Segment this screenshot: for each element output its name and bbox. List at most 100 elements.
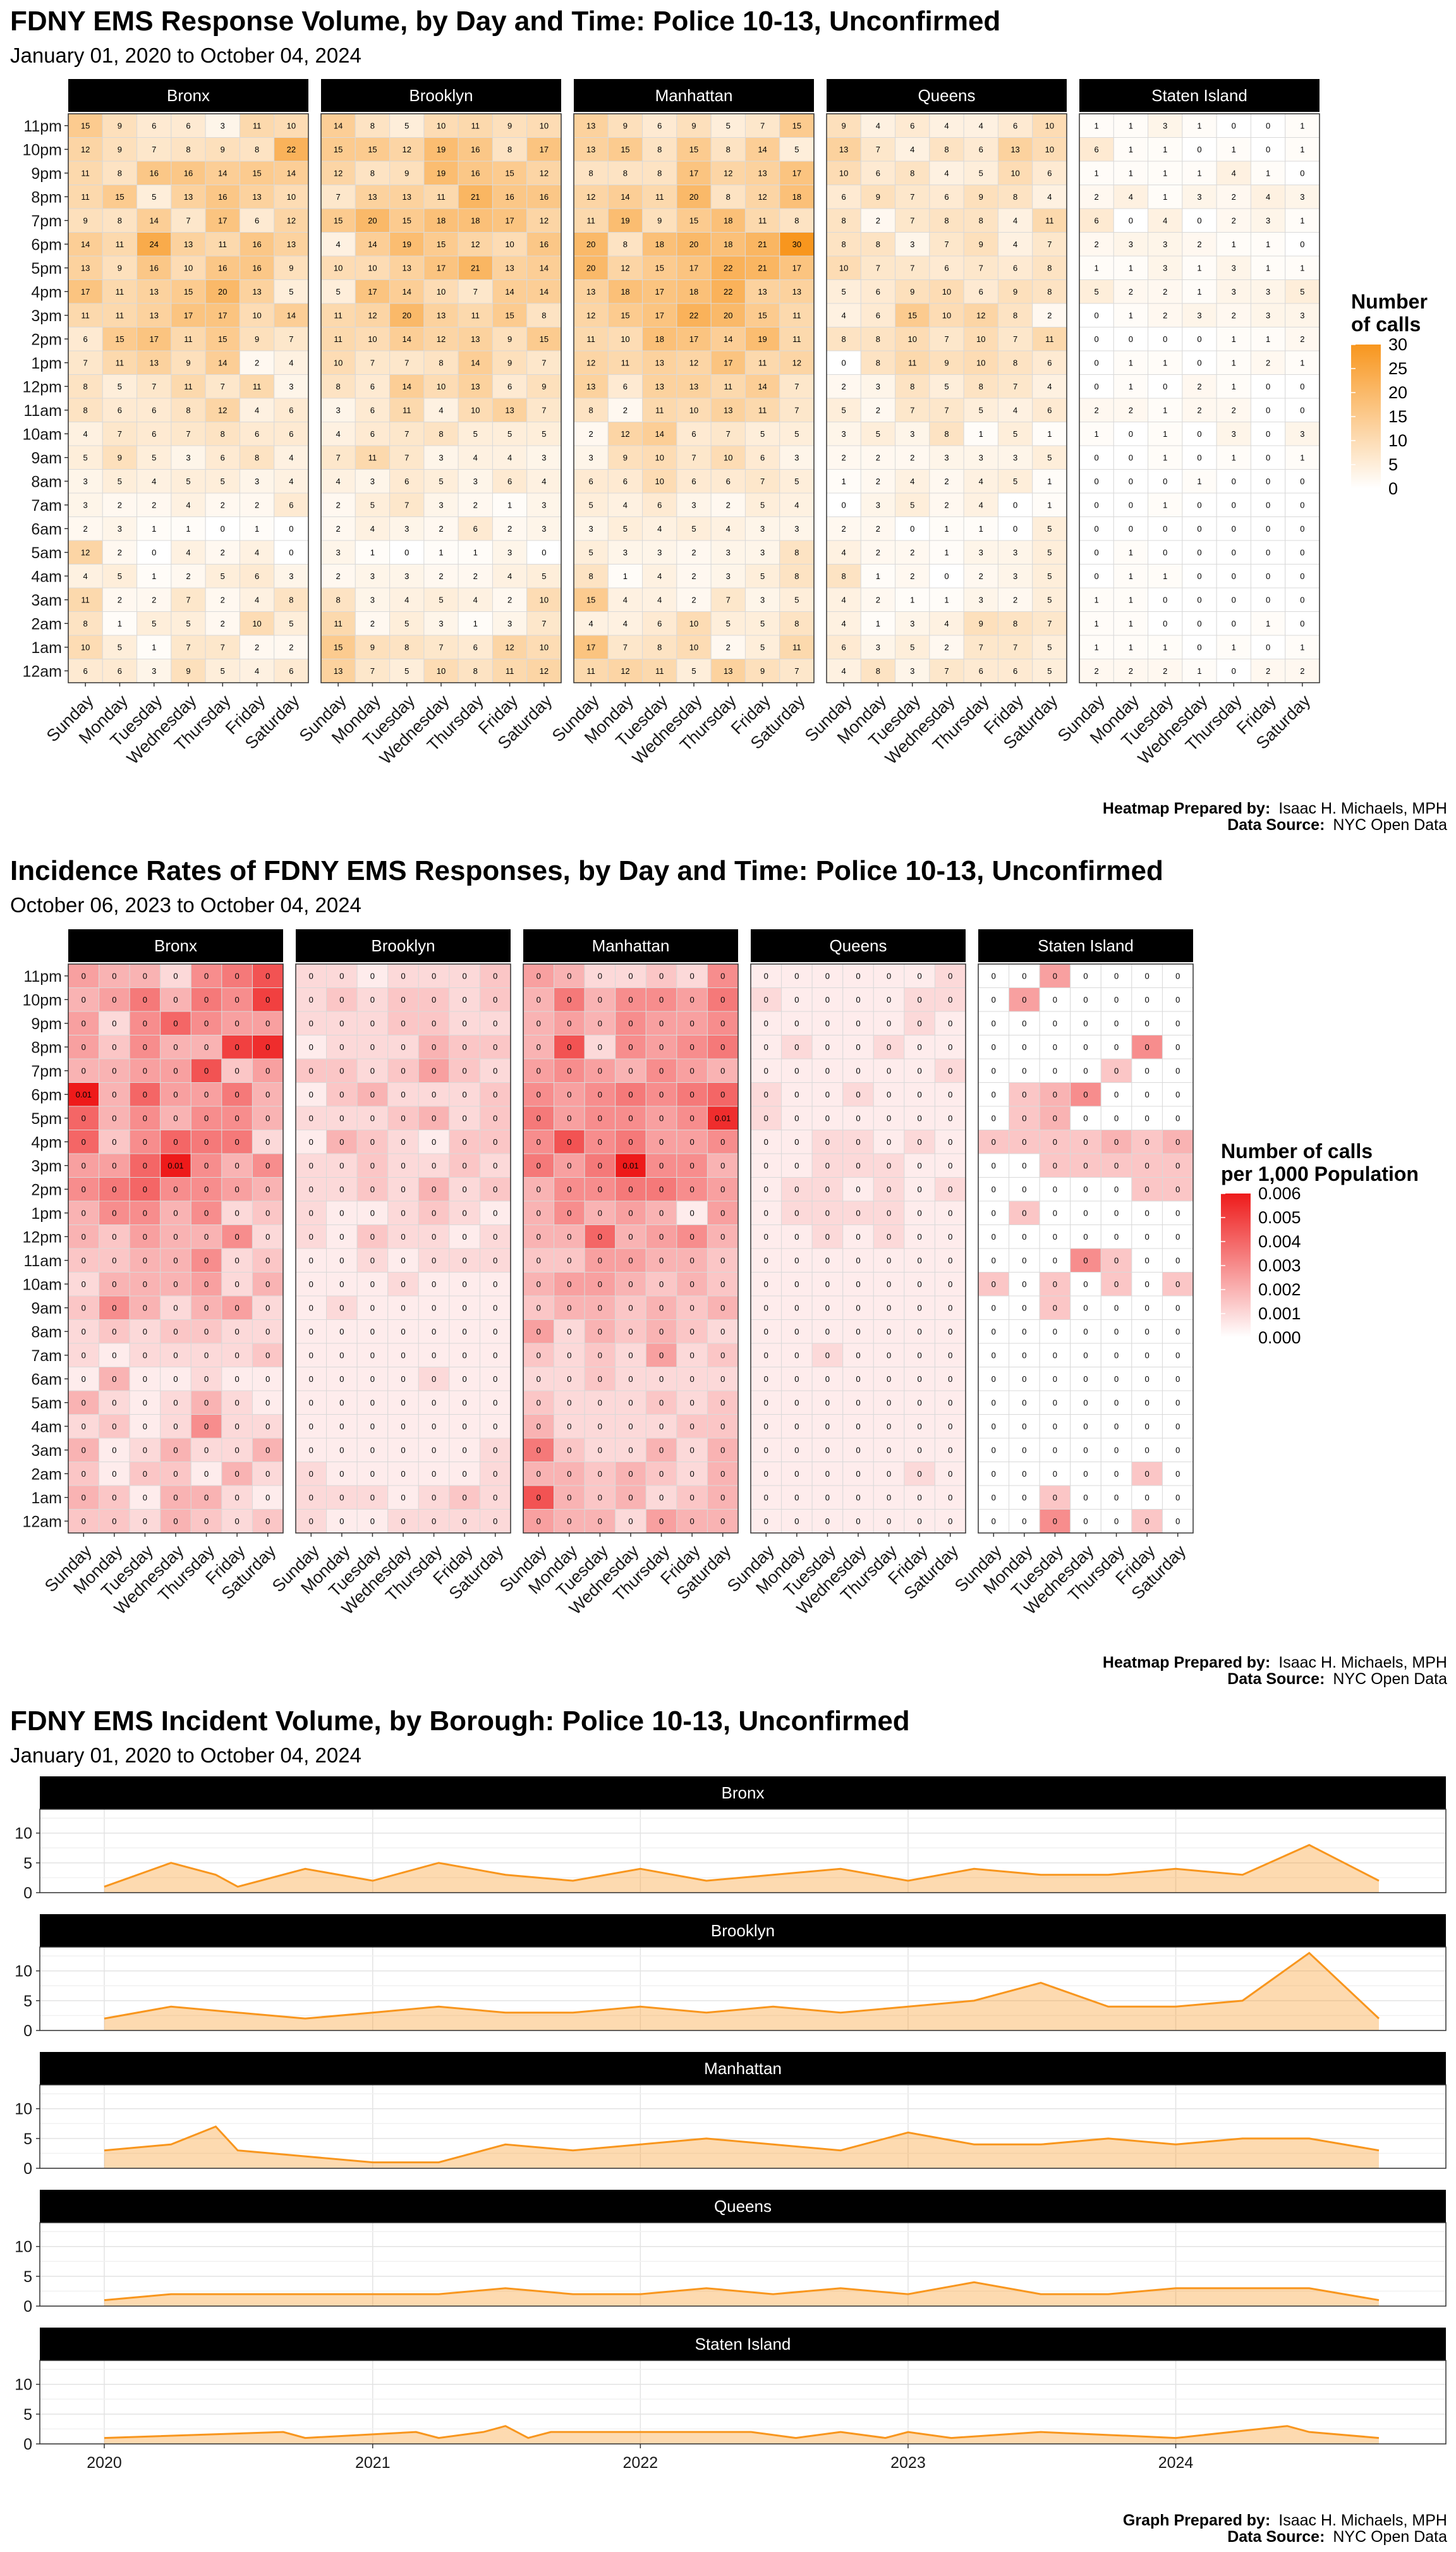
- heatmap1-cell: [860, 327, 896, 351]
- heatmap2-cell-label: 0: [1114, 1327, 1119, 1336]
- heatmap2-cell-label: 0: [1022, 1255, 1026, 1265]
- heatmap1-cell-label: 6: [657, 121, 662, 130]
- heatmap2-cell: [449, 1509, 480, 1534]
- heatmap2-cell: [554, 1106, 585, 1130]
- heatmap2-cell-label: 0: [1022, 1185, 1026, 1194]
- heatmap2-cell-label: 0: [537, 1493, 541, 1502]
- heatmap1-cell-label: 12: [540, 216, 549, 225]
- heatmap1-cell-label: 9: [83, 216, 88, 225]
- heatmap1-cell-label: 8: [289, 595, 293, 604]
- heatmap1-cell-label: 1: [1095, 168, 1099, 178]
- heatmap1-cell: [136, 516, 172, 541]
- heatmap1-cell-label: 13: [471, 334, 480, 344]
- heatmap2-cell: [221, 1224, 253, 1249]
- heatmap1-cell: [458, 113, 493, 138]
- heatmap2-cell: [68, 1082, 100, 1107]
- heatmap2-cell-label: 0: [659, 1469, 664, 1479]
- heatmap2-legend-label: 0.005: [1258, 1208, 1301, 1227]
- heatmap1-cell: [239, 516, 275, 541]
- heatmap2-cell-label: 0: [794, 1422, 799, 1431]
- heatmap1-cell-label: 5: [404, 666, 409, 676]
- heatmap1-cell: [102, 516, 138, 541]
- heatmap2-cell-label: 0: [992, 1279, 996, 1289]
- heatmap2-cell-label: 0: [235, 1208, 240, 1218]
- heatmap1-cell: [1182, 398, 1217, 422]
- heatmap1-cell-label: 8: [439, 429, 443, 439]
- heatmap2-cell: [615, 1200, 646, 1225]
- linechart-caption-label-2: Data Source:: [1227, 2528, 1325, 2546]
- heatmap1-cell: [136, 255, 172, 280]
- heatmap2-cell-label: 0: [339, 1469, 344, 1479]
- heatmap1-cell-label: 13: [758, 168, 767, 178]
- heatmap1-cell-label: 11: [219, 240, 228, 249]
- heatmap2-cell-label: 0: [309, 1232, 313, 1242]
- heatmap2-cell-label: 0: [794, 1232, 799, 1242]
- heatmap2-cell-label: 0: [659, 1445, 664, 1455]
- heatmap2-cell-label: 0: [1022, 1208, 1026, 1218]
- heatmap2-cell-label: 0: [948, 1374, 952, 1384]
- heatmap1-cell: [1250, 587, 1286, 612]
- heatmap1-cell: [1182, 422, 1217, 446]
- heatmap2-cell-label: 0: [690, 1232, 695, 1242]
- heatmap1-cell: [1250, 350, 1286, 375]
- heatmap2-cell-label: 0: [235, 995, 240, 1004]
- heatmap2-cell-label: 0: [143, 1303, 147, 1312]
- heatmap2-y-tick-label: 8pm: [31, 1039, 62, 1056]
- heatmap1-cell: [1285, 137, 1320, 162]
- heatmap1-cell: [171, 611, 206, 636]
- heatmap1-cell-label: 1: [1129, 619, 1133, 628]
- heatmap1-cell-label: 1: [1129, 571, 1133, 581]
- heatmap2-caption-value-2: NYC Open Data: [1333, 1670, 1447, 1688]
- heatmap2-cell-label: 0: [992, 995, 996, 1004]
- heatmap1-cell-label: 0: [1197, 595, 1201, 604]
- heatmap1-cell: [389, 303, 425, 327]
- heatmap2-cell-label: 0: [339, 1279, 344, 1289]
- heatmap1-strip-queens: [827, 79, 1067, 112]
- heatmap1-cell: [779, 185, 815, 209]
- heatmap2-cell-label: 0: [537, 1113, 541, 1123]
- heatmap1-cell-label: 10: [976, 334, 985, 344]
- heatmap1-cell: [68, 398, 103, 422]
- heatmap1-cell: [389, 659, 425, 683]
- heatmap1-cell: [1182, 469, 1217, 494]
- heatmap1-cell: [607, 469, 643, 494]
- heatmap1-title: FDNY EMS Response Volume, by Day and Tim…: [10, 6, 1000, 37]
- heatmap2-cell-label: 0: [1145, 1090, 1150, 1099]
- heatmap2-cell: [449, 1414, 480, 1439]
- heatmap1-cell-label: 5: [289, 619, 293, 628]
- heatmap2-cell-label: 0: [1175, 1350, 1180, 1360]
- heatmap2-cell-label: 0: [1145, 1255, 1150, 1265]
- heatmap1-cell: [205, 255, 240, 280]
- heatmap1-cell: [929, 635, 964, 659]
- heatmap2-cell-label: 0: [1175, 1493, 1180, 1502]
- heatmap1-y-tick-label: 3pm: [31, 307, 62, 325]
- heatmap2-cell: [252, 1367, 284, 1391]
- heatmap1-cell: [826, 232, 861, 257]
- heatmap1-cell-label: 0: [1197, 619, 1201, 628]
- heatmap1-cell-label: 3: [760, 547, 765, 557]
- heatmap1-cell-label: 0: [1300, 619, 1304, 628]
- heatmap1-cell-label: 5: [221, 666, 225, 676]
- heatmap1-cell: [1032, 516, 1067, 541]
- heatmap1-cell-label: 14: [540, 287, 549, 296]
- heatmap1-cell-label: 4: [842, 619, 846, 628]
- heatmap1-cell: [492, 327, 528, 351]
- heatmap1-cell-label: 6: [910, 121, 914, 130]
- heatmap1-cell: [458, 161, 493, 185]
- heatmap2-cell: [707, 987, 739, 1012]
- heatmap1-cell: [929, 232, 964, 257]
- heatmap1-cell-label: 15: [252, 168, 261, 178]
- heatmap2-cell-label: 0: [948, 1469, 952, 1479]
- heatmap1-cell-label: 5: [336, 287, 341, 296]
- heatmap1-cell-label: 20: [689, 240, 698, 249]
- heatmap1-cell-label: 0: [1266, 477, 1270, 486]
- heatmap1-cell-label: 9: [507, 334, 512, 344]
- heatmap2-cell-label: 0: [659, 995, 664, 1004]
- heatmap2-cell-label: 0: [537, 1327, 541, 1336]
- heatmap2-cell-label: 0: [143, 1493, 147, 1502]
- heatmap2-cell-label: 0: [794, 971, 799, 980]
- heatmap2-cell-label: 0: [432, 1185, 436, 1194]
- heatmap1-cell: [573, 327, 609, 351]
- heatmap2-strip-bronx: [68, 929, 283, 962]
